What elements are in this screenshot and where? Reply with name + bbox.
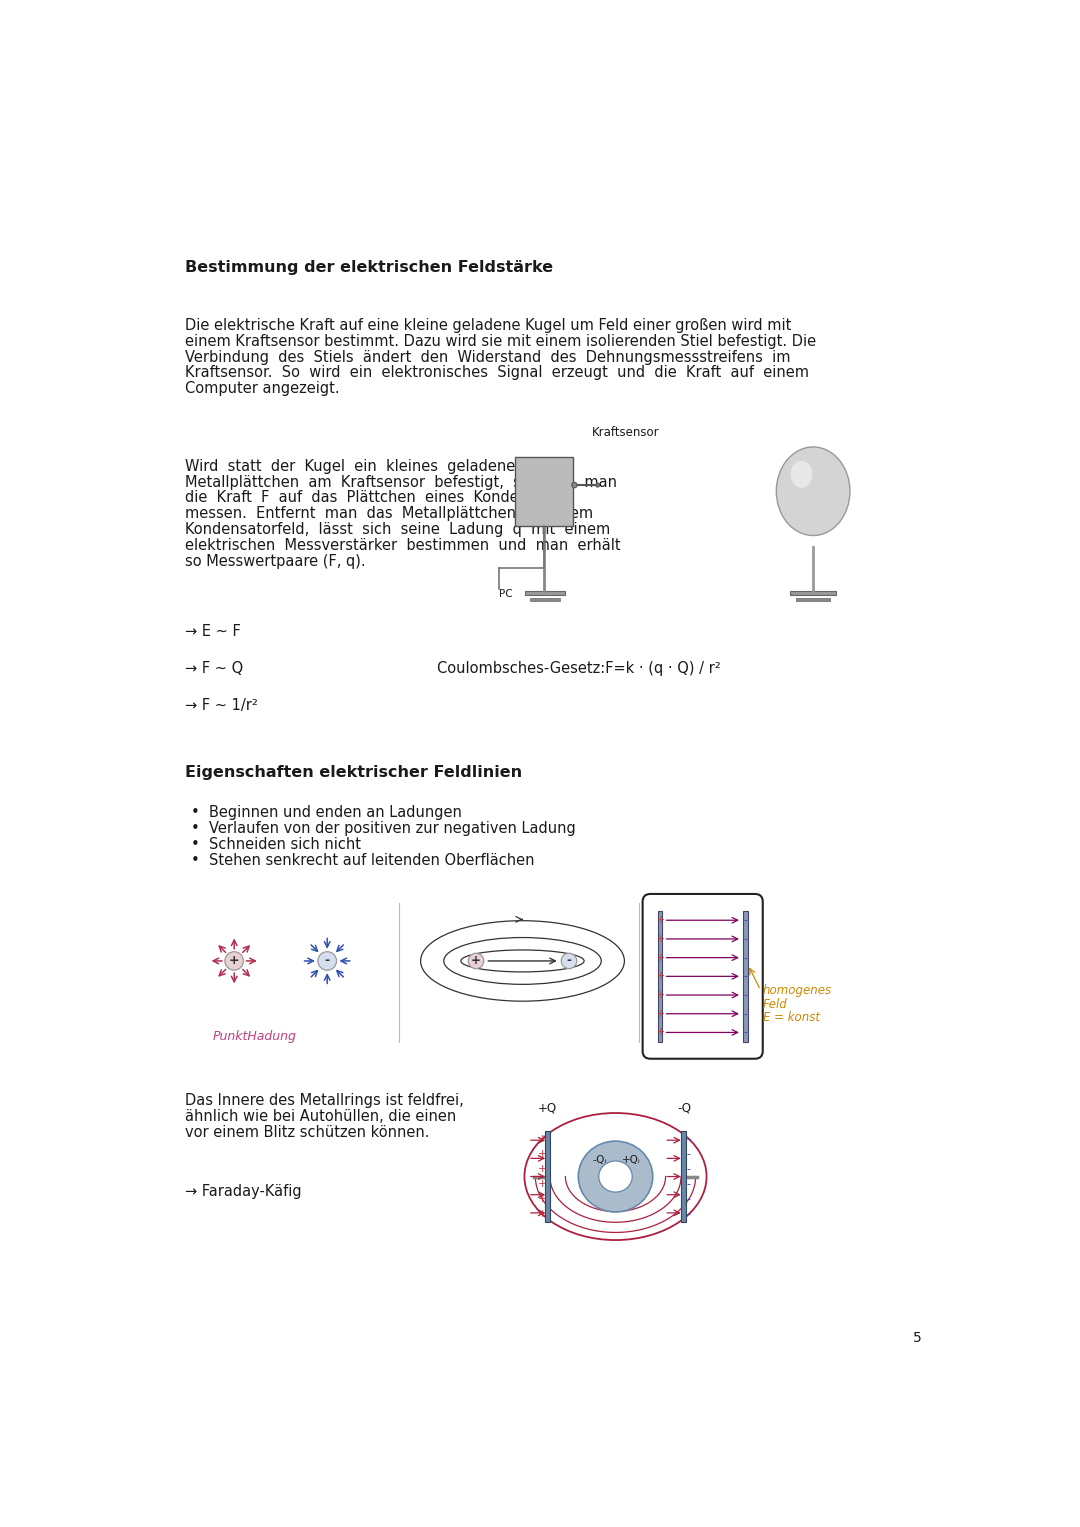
Text: +: + xyxy=(538,1179,548,1190)
Bar xyxy=(544,1132,550,1222)
Circle shape xyxy=(596,483,599,487)
Ellipse shape xyxy=(791,461,812,487)
Text: Computer angezeigt.: Computer angezeigt. xyxy=(186,382,340,395)
Text: E = konst: E = konst xyxy=(762,1011,820,1025)
Text: +: + xyxy=(656,1009,664,1019)
Text: -: - xyxy=(687,1194,690,1205)
Text: Verbindung  des  Stiels  ändert  den  Widerstand  des  Dehnungsmessstreifens  im: Verbindung des Stiels ändert den Widerst… xyxy=(186,350,791,365)
Text: elektrischen  Messverstärker  bestimmen  und  man  erhält: elektrischen Messverstärker bestimmen un… xyxy=(186,538,621,553)
Bar xyxy=(796,597,831,600)
Text: Kondensatorfeld,  lässt  sich  seine  Ladung  q  mit  einem: Kondensatorfeld, lässt sich seine Ladung… xyxy=(186,522,610,538)
Text: Kraftsensor.  So  wird  ein  elektronisches  Signal  erzeugt  und  die  Kraft  a: Kraftsensor. So wird ein elektronisches … xyxy=(186,365,809,380)
Bar xyxy=(515,457,572,525)
Text: Beginnen und enden an Ladungen: Beginnen und enden an Ladungen xyxy=(208,805,461,820)
Text: 5: 5 xyxy=(913,1330,921,1345)
Text: -: - xyxy=(687,1209,690,1220)
Text: +: + xyxy=(538,1164,548,1174)
Text: Schneiden sich nicht: Schneiden sich nicht xyxy=(208,837,361,852)
Text: -: - xyxy=(567,954,571,968)
Text: +: + xyxy=(471,954,481,968)
Text: +: + xyxy=(656,1028,664,1037)
Text: Metallplättchen  am  Kraftsensor  befestigt,  so  kann  man: Metallplättchen am Kraftsensor befestigt… xyxy=(186,475,618,490)
Text: -: - xyxy=(744,953,747,962)
Text: PunktHadung: PunktHadung xyxy=(213,1031,296,1043)
Text: -: - xyxy=(687,1148,690,1159)
Text: -: - xyxy=(687,1179,690,1190)
Text: -Qᵢ: -Qᵢ xyxy=(593,1154,607,1165)
Text: -: - xyxy=(744,971,747,982)
Ellipse shape xyxy=(578,1141,652,1212)
Bar xyxy=(530,597,559,600)
Text: +Q: +Q xyxy=(538,1101,556,1115)
Circle shape xyxy=(225,951,243,970)
Text: •: • xyxy=(190,852,199,867)
Text: +: + xyxy=(538,1133,548,1144)
Text: Die elektrische Kraft auf eine kleine geladene Kugel um Feld einer großen wird m: Die elektrische Kraft auf eine kleine ge… xyxy=(186,318,792,333)
Circle shape xyxy=(562,953,577,968)
Text: +: + xyxy=(538,1194,548,1205)
Text: vor einem Blitz schützen können.: vor einem Blitz schützen können. xyxy=(186,1125,430,1141)
Bar xyxy=(658,912,662,1041)
Text: -: - xyxy=(744,989,747,1000)
Text: +: + xyxy=(656,953,664,962)
Text: Wird  statt  der  Kugel  ein  kleines  geladenes: Wird statt der Kugel ein kleines geladen… xyxy=(186,460,524,473)
Text: -: - xyxy=(744,915,747,925)
Text: messen.  Entfernt  man  das  Metallplättchen  aus  dem: messen. Entfernt man das Metallplättchen… xyxy=(186,507,594,521)
Text: → F ∼ 1/r²: → F ∼ 1/r² xyxy=(186,698,258,713)
Text: +: + xyxy=(538,1209,548,1220)
Text: Bestimmung der elektrischen Feldstärke: Bestimmung der elektrischen Feldstärke xyxy=(186,260,554,275)
Text: +: + xyxy=(656,915,664,925)
Circle shape xyxy=(469,953,484,968)
Text: -Q: -Q xyxy=(677,1101,691,1115)
Text: Stehen senkrecht auf leitenden Oberflächen: Stehen senkrecht auf leitenden Oberfläch… xyxy=(208,852,535,867)
Text: +: + xyxy=(538,1148,548,1159)
Text: homogenes: homogenes xyxy=(762,983,832,997)
Ellipse shape xyxy=(777,447,850,536)
Bar xyxy=(743,912,747,1041)
Bar xyxy=(789,591,836,596)
Text: +Qᵢ: +Qᵢ xyxy=(622,1154,640,1165)
Text: -: - xyxy=(744,1028,747,1037)
Text: -: - xyxy=(687,1164,690,1174)
Text: -: - xyxy=(687,1133,690,1144)
Ellipse shape xyxy=(598,1161,632,1193)
Text: Eigenschaften elektrischer Feldlinien: Eigenschaften elektrischer Feldlinien xyxy=(186,765,523,780)
Text: Verlaufen von der positiven zur negativen Ladung: Verlaufen von der positiven zur negative… xyxy=(208,822,576,837)
Text: +: + xyxy=(656,971,664,982)
Bar xyxy=(681,1132,687,1222)
Text: Kraftsensor: Kraftsensor xyxy=(592,426,660,438)
Text: ähnlich wie bei Autohüllen, die einen: ähnlich wie bei Autohüllen, die einen xyxy=(186,1109,457,1124)
Text: Das Innere des Metallrings ist feldfrei,: Das Innere des Metallrings ist feldfrei, xyxy=(186,1093,464,1109)
Text: → F ∼ Q: → F ∼ Q xyxy=(186,661,244,675)
Bar xyxy=(525,591,565,596)
Text: → Faraday-Käfig: → Faraday-Käfig xyxy=(186,1185,302,1199)
Text: die  Kraft  F  auf  das  Plättchen  eines  Kondensators: die Kraft F auf das Plättchen eines Kond… xyxy=(186,490,573,505)
Text: •: • xyxy=(190,822,199,837)
Text: -: - xyxy=(325,954,329,968)
Text: → E ∼ F: → E ∼ F xyxy=(186,625,241,640)
Text: so Messwertpaare (F, q).: so Messwertpaare (F, q). xyxy=(186,554,366,568)
Circle shape xyxy=(318,951,337,970)
Text: -: - xyxy=(744,935,747,944)
Text: Feld: Feld xyxy=(762,997,787,1011)
Text: +: + xyxy=(656,935,664,944)
Text: •: • xyxy=(190,837,199,852)
Text: •: • xyxy=(190,805,199,820)
Text: -: - xyxy=(744,1009,747,1019)
Text: einem Kraftsensor bestimmt. Dazu wird sie mit einem isolierenden Stiel befestigt: einem Kraftsensor bestimmt. Dazu wird si… xyxy=(186,334,816,348)
Text: +: + xyxy=(229,954,240,968)
Circle shape xyxy=(571,483,577,487)
Text: Coulombsches-Gesetz:F=k · (q · Q) / r²: Coulombsches-Gesetz:F=k · (q · Q) / r² xyxy=(437,661,721,675)
Text: PC: PC xyxy=(499,589,513,599)
Text: +: + xyxy=(656,989,664,1000)
